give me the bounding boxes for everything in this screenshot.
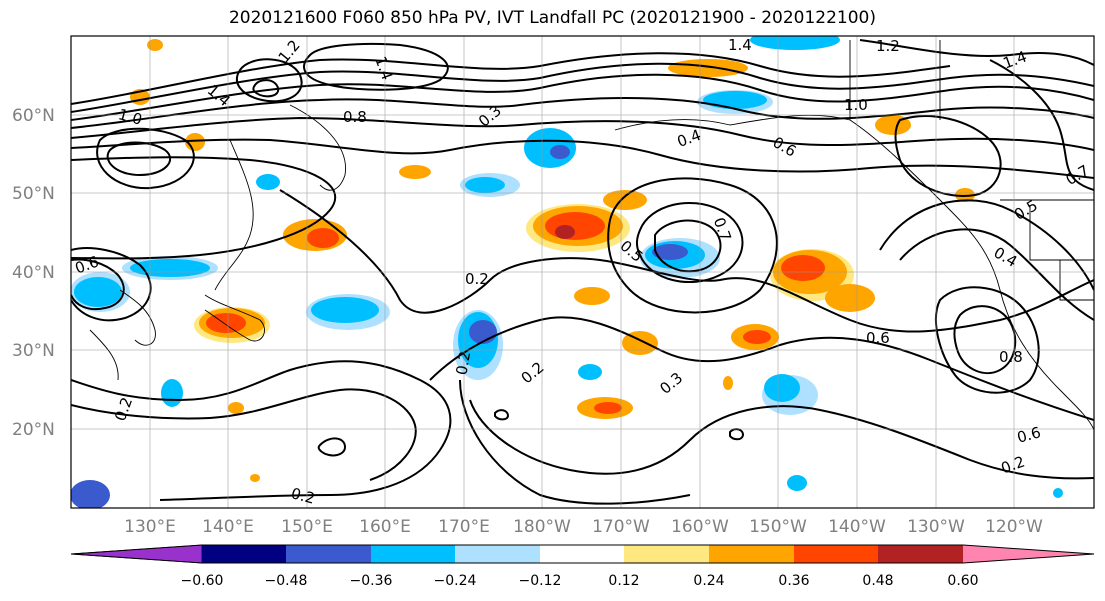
map-title: 2020121600 F060 850 hPa PV, IVT Landfall…	[228, 8, 876, 28]
lat-axis: 60°N 50°N 40°N 30°N 20°N	[12, 106, 55, 440]
contour-label: 0.6	[1015, 423, 1043, 447]
lon-tick-label: 120°W	[985, 517, 1043, 537]
lon-tick-label: 130°E	[124, 517, 176, 537]
coastlines	[89, 40, 1094, 431]
colorbar-extend-min	[70, 544, 203, 564]
colorbar-tick-label: −0.36	[350, 573, 393, 589]
lon-axis: 130°E 140°E 150°E 160°E 170°E 180°W 170°…	[124, 517, 1043, 537]
colorbar-segment	[455, 545, 540, 563]
colorbar-segment	[624, 545, 709, 563]
colorbar-segment	[202, 545, 286, 563]
lon-tick-label: 140°W	[828, 517, 886, 537]
colorbar	[70, 544, 1095, 564]
colorbar-tick-label: −0.60	[181, 573, 224, 589]
lat-tick-label: 20°N	[12, 420, 55, 440]
lon-tick-label: 140°E	[202, 517, 254, 537]
colorbar-segment	[794, 545, 878, 563]
plot-frame	[70, 35, 1095, 509]
colorbar-segment	[709, 545, 794, 563]
colorbar-outline	[70, 544, 1095, 564]
contour-label: 0.8	[343, 108, 367, 126]
colorbar-tick-label: 0.48	[862, 573, 893, 589]
colorbar-tick-label: 0.36	[778, 573, 809, 589]
lon-tick-label: 170°E	[438, 517, 490, 537]
gridlines	[71, 36, 1094, 508]
contour-label: 0.2	[465, 270, 489, 288]
colorbar-segment	[540, 545, 624, 563]
contour-label: 0.8	[999, 348, 1023, 366]
contour-label: 0.2	[452, 350, 474, 377]
lon-tick-label: 170°W	[592, 517, 650, 537]
colorbar-extend-max	[963, 545, 1094, 563]
lon-tick-label: 160°E	[359, 517, 411, 537]
colorbar-tick-label: −0.48	[265, 573, 308, 589]
colorbar-tick-label: 0.24	[693, 573, 724, 589]
lat-tick-label: 30°N	[12, 341, 55, 361]
lat-tick-label: 60°N	[12, 106, 55, 126]
colorbar-tick-label: −0.24	[434, 573, 477, 589]
contour-label: 1.0	[844, 96, 868, 114]
contour-label: 1.2	[876, 37, 900, 55]
lon-tick-label: 180°W	[513, 517, 571, 537]
contour-label: 1.4	[728, 36, 752, 54]
lat-tick-label: 50°N	[12, 184, 55, 204]
colorbar-segment	[878, 545, 963, 563]
colorbar-tick-label: −0.12	[519, 573, 562, 589]
lon-tick-label: 160°W	[671, 517, 729, 537]
pv-shading	[71, 36, 1063, 508]
lat-tick-label: 40°N	[12, 263, 55, 283]
contour-label: 0.2	[289, 484, 317, 508]
lon-tick-label: 150°W	[749, 517, 807, 537]
colorbar-tick-label: 0.12	[608, 573, 639, 589]
colorbar-segment	[371, 545, 455, 563]
colorbar-tick-label: 0.60	[947, 573, 978, 589]
contour-label: 1.0	[116, 105, 144, 129]
contour-label: 0.6	[866, 329, 890, 347]
lon-tick-label: 150°E	[281, 517, 333, 537]
colorbar-segment	[286, 545, 371, 563]
lon-tick-label: 130°W	[907, 517, 965, 537]
colorbar-labels: −0.60 −0.48 −0.36 −0.24 −0.12 0.12 0.24 …	[181, 573, 979, 589]
